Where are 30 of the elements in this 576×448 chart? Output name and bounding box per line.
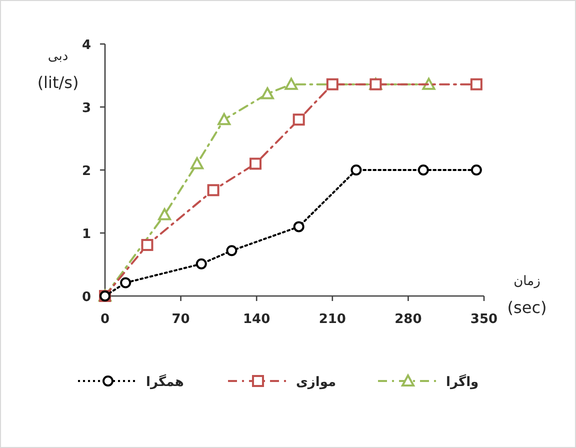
y-tick-label: 3 (82, 101, 91, 116)
x-tick-label: 0 (100, 312, 110, 327)
point (293, 221, 304, 232)
point (470, 164, 482, 176)
point (226, 245, 238, 256)
y-tick-label: 0 (82, 290, 91, 305)
point (218, 113, 231, 126)
y-tick-label: 4 (82, 38, 91, 53)
x-tick-label: 140 (243, 312, 270, 327)
point (326, 78, 338, 90)
point (422, 78, 436, 90)
y-tick-label: 2 (82, 164, 91, 179)
point (470, 78, 482, 90)
point (190, 157, 204, 170)
point (260, 87, 274, 100)
point (418, 164, 429, 176)
point (350, 164, 362, 176)
point (250, 158, 262, 170)
point (284, 78, 298, 90)
point (158, 208, 172, 220)
point (141, 238, 154, 251)
point (196, 258, 207, 270)
y-tick-label: 1 (82, 227, 91, 242)
x-tick-label: 280 (394, 312, 422, 327)
x-tick-label: 210 (318, 312, 346, 327)
x-tick-label: 350 (470, 312, 498, 327)
point (120, 277, 132, 288)
point (292, 114, 305, 126)
x-tick-label: 70 (172, 312, 190, 327)
point (207, 184, 220, 196)
